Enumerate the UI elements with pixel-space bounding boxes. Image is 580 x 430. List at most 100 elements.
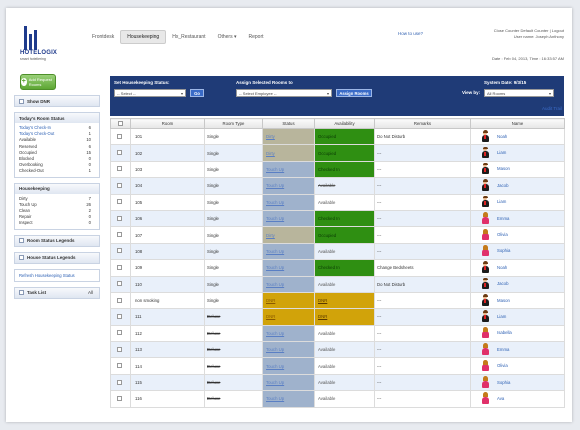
room-status-row[interactable]: Today's Check-In 6 [19,125,95,131]
status-cell[interactable]: Touch Up [262,373,315,392]
status-cell[interactable]: Touch Up [262,324,315,343]
task-list-box[interactable]: Task List All [14,286,100,299]
row-checkbox[interactable] [117,150,122,156]
status-cell[interactable]: Touch Up [262,242,315,261]
guest-name[interactable]: Noah [497,264,508,270]
help-link[interactable]: How to use? [398,31,424,36]
guest-name[interactable]: Sophia [497,379,511,385]
guest-name[interactable]: Olivia [497,363,508,369]
nav-housekeeping[interactable]: Housekeeping [120,30,167,44]
room-number[interactable]: 108 [130,242,205,261]
row-checkbox[interactable] [117,166,122,172]
row-select-cell[interactable] [110,209,131,228]
row-checkbox[interactable] [117,133,122,139]
row-select-cell[interactable] [110,242,131,261]
status-cell[interactable]: DNR [262,291,315,310]
row-checkbox[interactable] [117,297,122,303]
status-cell[interactable]: Dirty [262,127,315,146]
row-checkbox[interactable] [117,232,122,238]
house-status-legends[interactable]: House Status Legends [14,251,100,264]
room-number[interactable]: 107 [130,226,205,244]
row-select-cell[interactable] [110,177,131,195]
nav-report[interactable]: Report [248,34,264,40]
col-remarks[interactable]: Remarks [374,118,471,129]
row-select-cell[interactable] [110,226,131,244]
row-checkbox[interactable] [117,330,122,336]
table-row[interactable]: 113 Deluxe Touch Up Available --- Emma [110,341,565,359]
room-number[interactable]: 115 [130,373,205,392]
row-select-cell[interactable] [110,144,131,162]
room-number[interactable]: 101 [130,127,205,146]
row-checkbox[interactable] [117,182,122,188]
audit-trail-link[interactable]: Audit Trail [541,106,562,111]
table-row[interactable]: 101 Single Dirty Occupied Do Not Disturb Noah [110,127,565,146]
row-checkbox[interactable] [117,215,122,221]
room-number[interactable]: 110 [130,275,205,293]
table-row[interactable]: 111 Deluxe DNR DNR --- Liam [110,308,565,326]
nav-frontdesk[interactable]: Frontdesk [92,34,115,40]
view-by-select[interactable]: All Rooms ▾ [484,89,554,97]
select-all-checkbox[interactable] [118,120,123,126]
table-row[interactable]: 110 Single Touch Up Available Do Not Disturb… [110,275,565,293]
guest-name[interactable]: Ava [497,395,505,401]
guest-name[interactable]: Liam [497,199,507,205]
room-number[interactable]: 113 [130,341,205,359]
col-name[interactable]: Name [470,118,565,129]
room-number[interactable]: 105 [130,193,205,211]
add-request-button[interactable]: + Add Request Rooms [20,74,56,90]
select-all-header[interactable] [110,118,131,129]
room-number[interactable]: 104 [130,177,205,195]
room-number[interactable]: 109 [130,259,205,277]
row-select-cell[interactable] [110,127,131,146]
row-checkbox[interactable] [117,395,122,401]
brand-logo[interactable]: HOTELOGIX smart hoteliering [20,26,57,61]
status-cell[interactable]: DNR [262,308,315,326]
row-checkbox[interactable] [117,281,122,287]
guest-name[interactable]: Jacob [497,281,509,287]
row-checkbox[interactable] [117,379,122,385]
table-row[interactable]: non smoking Single DNR DNR --- Mason [110,291,565,310]
room-number[interactable]: 106 [130,209,205,228]
counter-logout-line[interactable]: Close Counter Default Counter | Logout [493,28,564,33]
room-number[interactable]: 112 [130,324,205,343]
guest-name[interactable]: Mason [497,166,510,172]
room-number[interactable]: 111 [130,308,205,326]
row-checkbox[interactable] [117,346,122,352]
guest-name[interactable]: Jacob [497,182,509,188]
status-cell[interactable]: Touch Up [262,209,315,228]
guest-name[interactable]: Liam [497,150,507,156]
status-cell[interactable]: Touch Up [262,160,315,179]
assign-rooms-button[interactable]: Assign Rooms [336,89,372,97]
status-cell[interactable]: Dirty [262,226,315,244]
room-number[interactable]: 116 [130,390,205,408]
row-select-cell[interactable] [110,373,131,392]
room-number[interactable]: 103 [130,160,205,179]
table-row[interactable]: 106 Single Touch Up Checked In --- Emma [110,209,565,228]
availability-cell[interactable]: DNR [314,291,375,310]
table-row[interactable]: 108 Single Touch Up Available --- Sophia [110,242,565,261]
row-select-cell[interactable] [110,160,131,179]
table-row[interactable]: 103 Single Touch Up Checked In --- Mason [110,160,565,179]
guest-name[interactable]: Liam [497,313,507,319]
room-number[interactable]: non smoking [130,291,205,310]
show-dnr-box[interactable]: Show DNR [14,95,100,107]
go-button[interactable]: Go [190,89,204,97]
row-select-cell[interactable] [110,259,131,277]
row-select-cell[interactable] [110,275,131,293]
status-cell[interactable]: Touch Up [262,357,315,375]
row-checkbox[interactable] [117,363,122,369]
row-checkbox[interactable] [117,313,122,319]
row-select-cell[interactable] [110,390,131,408]
guest-name[interactable]: Emma [497,215,510,221]
room-status-row[interactable]: Today's Check-Out 1 [19,131,95,137]
row-checkbox[interactable] [117,248,122,254]
col-status[interactable]: Status [262,118,315,129]
row-select-cell[interactable] [110,291,131,310]
table-row[interactable]: 114 Deluxe Touch Up Available --- Olivia [110,357,565,375]
table-row[interactable]: 104 Single Touch Up Available --- Jacob [110,177,565,195]
table-row[interactable]: 116 Deluxe Touch Up Available --- Ava [110,390,565,408]
col-room-type[interactable]: Room Type [204,118,263,129]
availability-cell[interactable]: DNR [314,308,375,326]
row-checkbox[interactable] [117,199,122,205]
guest-name[interactable]: Olivia [497,232,508,238]
